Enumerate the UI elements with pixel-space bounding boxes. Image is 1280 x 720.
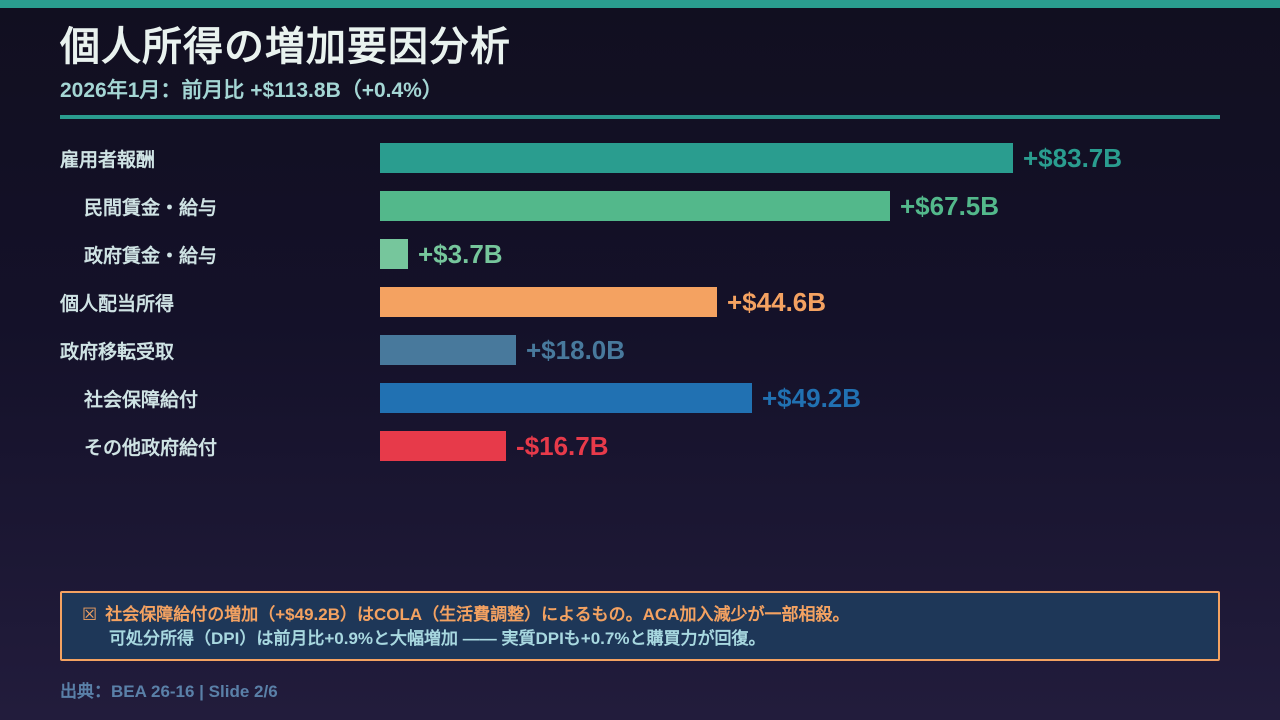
bar [380, 335, 516, 365]
note-line-2: 可処分所得（DPI）は前月比+0.9%と大幅増加 ―― 実質DPIも+0.7%と… [109, 629, 766, 648]
bar-category-label: 社会保障給付 [84, 389, 199, 411]
bar-row: 社会保障給付 +$49.2B [60, 383, 1220, 413]
bar-value-label: +$67.5B [900, 190, 1000, 221]
bar-category-label: 民間賃金・給与 [84, 197, 218, 219]
bar-category-label: 政府移転受取 [60, 341, 175, 363]
note-callout-box: ☒ 社会保障給付の増加（+$49.2B）はCOLA（生活費調整）によるもの。ACA… [60, 591, 1220, 661]
bar-value-label: +$83.7B [1023, 142, 1123, 173]
note-line-1-text: 社会保障給付の増加（+$49.2B）はCOLA（生活費調整）によるもの。ACA加… [105, 605, 850, 624]
note-icon: ☒ [82, 605, 98, 624]
bar-value-label: +$3.7B [418, 238, 503, 269]
page-title: 個人所得の増加要因分析 [60, 25, 511, 69]
bar-value-label: +$49.2B [762, 382, 862, 413]
bar-row: 雇用者報酬 +$83.7B [60, 143, 1220, 173]
bar-category-label: 雇用者報酬 [60, 149, 156, 171]
bar-row: 政府賃金・給与 +$3.7B [60, 239, 1220, 269]
bar [380, 191, 890, 221]
source-footer: 出典：BEA 26-16 | Slide 2/6 [60, 682, 278, 701]
bar-value-label: +$18.0B [526, 334, 626, 365]
header-divider [60, 115, 1220, 119]
bar-value-label: -$16.7B [516, 430, 609, 461]
bar-category-label: 政府賃金・給与 [84, 245, 218, 267]
bar-chart: 雇用者報酬 +$83.7B 民間賃金・給与 +$67.5B 政府賃金・給与 +$3.7B 個… [60, 143, 1220, 461]
bar-category-label: その他政府給付 [84, 437, 218, 459]
page-subtitle: 2026年1月：前月比 +$113.8B（+0.4%） [60, 79, 443, 102]
slide-content: 個人所得の増加要因分析 2026年1月：前月比 +$113.8B（+0.4%） … [60, 25, 1220, 461]
note-line-1: ☒ 社会保障給付の増加（+$49.2B）はCOLA（生活費調整）によるもの。ACA… [82, 603, 1198, 627]
top-accent-bar [0, 0, 1280, 8]
bar-row: 個人配当所得 +$44.6B [60, 287, 1220, 317]
bar-row: 民間賃金・給与 +$67.5B [60, 191, 1220, 221]
bar [380, 143, 1013, 173]
bar-row: 政府移転受取 +$18.0B [60, 335, 1220, 365]
bar-row: その他政府給付 -$16.7B [60, 431, 1220, 461]
bar [380, 239, 408, 269]
bar-value-label: +$44.6B [727, 286, 827, 317]
bar-category-label: 個人配当所得 [60, 293, 175, 315]
bar [380, 431, 506, 461]
bar [380, 383, 752, 413]
bar [380, 287, 717, 317]
